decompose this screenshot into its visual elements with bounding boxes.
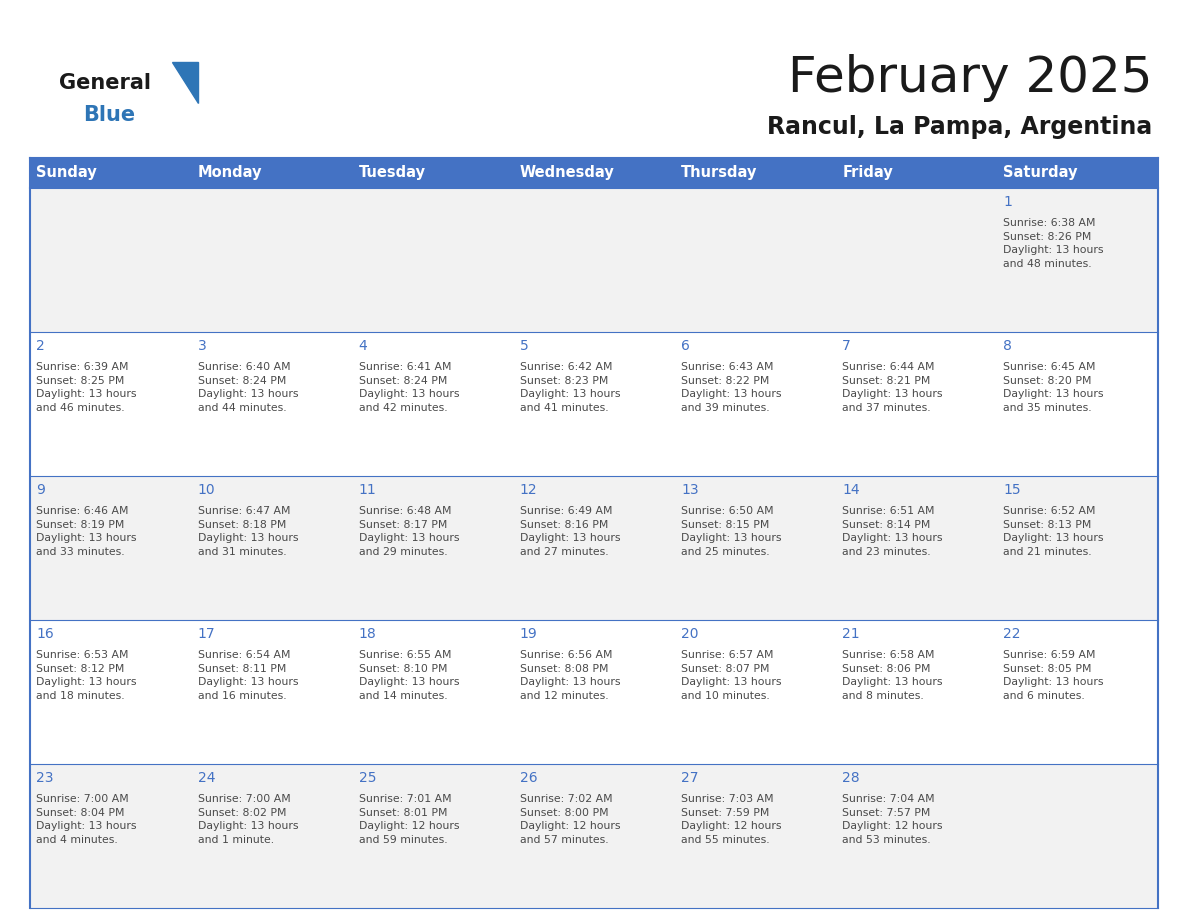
Text: 9: 9 xyxy=(37,484,45,498)
Text: 3: 3 xyxy=(197,340,207,353)
Text: 14: 14 xyxy=(842,484,860,498)
Text: Sunrise: 7:02 AM
Sunset: 8:00 PM
Daylight: 12 hours
and 57 minutes.: Sunrise: 7:02 AM Sunset: 8:00 PM Dayligh… xyxy=(520,794,620,845)
Text: 1: 1 xyxy=(1004,196,1012,209)
Text: Sunrise: 6:50 AM
Sunset: 8:15 PM
Daylight: 13 hours
and 25 minutes.: Sunrise: 6:50 AM Sunset: 8:15 PM Dayligh… xyxy=(681,507,782,557)
Text: 24: 24 xyxy=(197,771,215,785)
Text: 12: 12 xyxy=(520,484,537,498)
Text: 25: 25 xyxy=(359,771,377,785)
Text: Sunrise: 6:40 AM
Sunset: 8:24 PM
Daylight: 13 hours
and 44 minutes.: Sunrise: 6:40 AM Sunset: 8:24 PM Dayligh… xyxy=(197,363,298,413)
Text: Sunrise: 6:59 AM
Sunset: 8:05 PM
Daylight: 13 hours
and 6 minutes.: Sunrise: 6:59 AM Sunset: 8:05 PM Dayligh… xyxy=(1004,650,1104,701)
Text: Sunrise: 6:56 AM
Sunset: 8:08 PM
Daylight: 13 hours
and 12 minutes.: Sunrise: 6:56 AM Sunset: 8:08 PM Dayligh… xyxy=(520,650,620,701)
Text: 13: 13 xyxy=(681,484,699,498)
Text: 16: 16 xyxy=(37,627,55,642)
Text: Wednesday: Wednesday xyxy=(520,165,614,181)
Text: Sunrise: 6:49 AM
Sunset: 8:16 PM
Daylight: 13 hours
and 27 minutes.: Sunrise: 6:49 AM Sunset: 8:16 PM Dayligh… xyxy=(520,507,620,557)
Text: 28: 28 xyxy=(842,771,860,785)
Text: Sunrise: 6:38 AM
Sunset: 8:26 PM
Daylight: 13 hours
and 48 minutes.: Sunrise: 6:38 AM Sunset: 8:26 PM Dayligh… xyxy=(1004,218,1104,269)
Text: Sunrise: 7:04 AM
Sunset: 7:57 PM
Daylight: 12 hours
and 53 minutes.: Sunrise: 7:04 AM Sunset: 7:57 PM Dayligh… xyxy=(842,794,942,845)
Bar xyxy=(30,764,1158,908)
Text: 15: 15 xyxy=(1004,484,1020,498)
Text: Sunrise: 7:00 AM
Sunset: 8:02 PM
Daylight: 13 hours
and 1 minute.: Sunrise: 7:00 AM Sunset: 8:02 PM Dayligh… xyxy=(197,794,298,845)
Text: Sunrise: 6:55 AM
Sunset: 8:10 PM
Daylight: 13 hours
and 14 minutes.: Sunrise: 6:55 AM Sunset: 8:10 PM Dayligh… xyxy=(359,650,460,701)
Text: Sunrise: 6:41 AM
Sunset: 8:24 PM
Daylight: 13 hours
and 42 minutes.: Sunrise: 6:41 AM Sunset: 8:24 PM Dayligh… xyxy=(359,363,460,413)
Text: Sunrise: 6:46 AM
Sunset: 8:19 PM
Daylight: 13 hours
and 33 minutes.: Sunrise: 6:46 AM Sunset: 8:19 PM Dayligh… xyxy=(37,507,137,557)
Text: 17: 17 xyxy=(197,627,215,642)
Text: Sunrise: 6:43 AM
Sunset: 8:22 PM
Daylight: 13 hours
and 39 minutes.: Sunrise: 6:43 AM Sunset: 8:22 PM Dayligh… xyxy=(681,363,782,413)
Text: 26: 26 xyxy=(520,771,537,785)
Text: 23: 23 xyxy=(37,771,53,785)
Bar xyxy=(30,158,1158,188)
Bar xyxy=(30,620,1158,764)
Text: 10: 10 xyxy=(197,484,215,498)
Text: Sunrise: 6:45 AM
Sunset: 8:20 PM
Daylight: 13 hours
and 35 minutes.: Sunrise: 6:45 AM Sunset: 8:20 PM Dayligh… xyxy=(1004,363,1104,413)
Text: Thursday: Thursday xyxy=(681,165,758,181)
Text: Rancul, La Pampa, Argentina: Rancul, La Pampa, Argentina xyxy=(767,115,1152,139)
Text: Sunrise: 7:01 AM
Sunset: 8:01 PM
Daylight: 12 hours
and 59 minutes.: Sunrise: 7:01 AM Sunset: 8:01 PM Dayligh… xyxy=(359,794,460,845)
Text: Saturday: Saturday xyxy=(1004,165,1078,181)
Text: 21: 21 xyxy=(842,627,860,642)
Text: Sunrise: 6:44 AM
Sunset: 8:21 PM
Daylight: 13 hours
and 37 minutes.: Sunrise: 6:44 AM Sunset: 8:21 PM Dayligh… xyxy=(842,363,942,413)
Text: 20: 20 xyxy=(681,627,699,642)
Bar xyxy=(30,476,1158,620)
Text: Sunrise: 6:52 AM
Sunset: 8:13 PM
Daylight: 13 hours
and 21 minutes.: Sunrise: 6:52 AM Sunset: 8:13 PM Dayligh… xyxy=(1004,507,1104,557)
Text: Sunrise: 7:03 AM
Sunset: 7:59 PM
Daylight: 12 hours
and 55 minutes.: Sunrise: 7:03 AM Sunset: 7:59 PM Dayligh… xyxy=(681,794,782,845)
Text: Blue: Blue xyxy=(83,105,135,125)
Text: Sunrise: 6:53 AM
Sunset: 8:12 PM
Daylight: 13 hours
and 18 minutes.: Sunrise: 6:53 AM Sunset: 8:12 PM Dayligh… xyxy=(37,650,137,701)
Text: Sunrise: 6:54 AM
Sunset: 8:11 PM
Daylight: 13 hours
and 16 minutes.: Sunrise: 6:54 AM Sunset: 8:11 PM Dayligh… xyxy=(197,650,298,701)
Text: Sunrise: 6:48 AM
Sunset: 8:17 PM
Daylight: 13 hours
and 29 minutes.: Sunrise: 6:48 AM Sunset: 8:17 PM Dayligh… xyxy=(359,507,460,557)
Bar xyxy=(30,332,1158,476)
Text: 11: 11 xyxy=(359,484,377,498)
Text: 18: 18 xyxy=(359,627,377,642)
Polygon shape xyxy=(172,62,198,103)
Text: Sunrise: 6:58 AM
Sunset: 8:06 PM
Daylight: 13 hours
and 8 minutes.: Sunrise: 6:58 AM Sunset: 8:06 PM Dayligh… xyxy=(842,650,942,701)
Text: Friday: Friday xyxy=(842,165,893,181)
Text: Tuesday: Tuesday xyxy=(359,165,425,181)
Text: Sunrise: 6:42 AM
Sunset: 8:23 PM
Daylight: 13 hours
and 41 minutes.: Sunrise: 6:42 AM Sunset: 8:23 PM Dayligh… xyxy=(520,363,620,413)
Text: 5: 5 xyxy=(520,340,529,353)
Text: Monday: Monday xyxy=(197,165,263,181)
Text: 6: 6 xyxy=(681,340,690,353)
Text: 8: 8 xyxy=(1004,340,1012,353)
Text: Sunday: Sunday xyxy=(37,165,97,181)
Text: 22: 22 xyxy=(1004,627,1020,642)
Text: Sunrise: 6:51 AM
Sunset: 8:14 PM
Daylight: 13 hours
and 23 minutes.: Sunrise: 6:51 AM Sunset: 8:14 PM Dayligh… xyxy=(842,507,942,557)
Bar xyxy=(30,188,1158,332)
Text: Sunrise: 6:57 AM
Sunset: 8:07 PM
Daylight: 13 hours
and 10 minutes.: Sunrise: 6:57 AM Sunset: 8:07 PM Dayligh… xyxy=(681,650,782,701)
Text: February 2025: February 2025 xyxy=(788,54,1152,102)
Text: 27: 27 xyxy=(681,771,699,785)
Text: Sunrise: 7:00 AM
Sunset: 8:04 PM
Daylight: 13 hours
and 4 minutes.: Sunrise: 7:00 AM Sunset: 8:04 PM Dayligh… xyxy=(37,794,137,845)
Text: Sunrise: 6:47 AM
Sunset: 8:18 PM
Daylight: 13 hours
and 31 minutes.: Sunrise: 6:47 AM Sunset: 8:18 PM Dayligh… xyxy=(197,507,298,557)
Text: Sunrise: 6:39 AM
Sunset: 8:25 PM
Daylight: 13 hours
and 46 minutes.: Sunrise: 6:39 AM Sunset: 8:25 PM Dayligh… xyxy=(37,363,137,413)
Text: 7: 7 xyxy=(842,340,851,353)
Text: 19: 19 xyxy=(520,627,538,642)
Text: 2: 2 xyxy=(37,340,45,353)
Text: General: General xyxy=(59,73,151,93)
Text: 4: 4 xyxy=(359,340,367,353)
